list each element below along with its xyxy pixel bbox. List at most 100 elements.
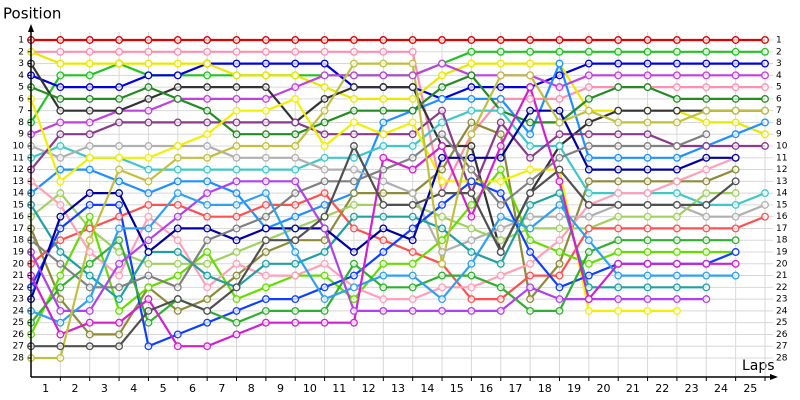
y-tick-label-right: 10 [776, 142, 788, 152]
point [144, 283, 153, 292]
x-tick-label: 25 [743, 382, 757, 395]
x-tick-label: 13 [391, 382, 405, 395]
series-line [30, 192, 766, 301]
y-tick-label: 3 [18, 59, 24, 69]
point [379, 71, 388, 80]
point [261, 142, 270, 150]
point [56, 153, 65, 162]
point [526, 306, 535, 315]
point [173, 142, 182, 150]
x-axis-arrow [770, 374, 778, 380]
y-tick-label-right: 24 [776, 306, 788, 316]
point [261, 71, 270, 80]
y-tick-label: 25 [13, 318, 24, 328]
point [85, 130, 94, 139]
point [115, 36, 124, 44]
point [320, 118, 329, 127]
point [115, 94, 124, 103]
point [643, 153, 652, 162]
y-tick-label-right: 4 [776, 71, 782, 81]
point [761, 142, 769, 150]
point [350, 306, 358, 315]
point [320, 200, 329, 209]
point [702, 165, 711, 174]
point [643, 165, 652, 174]
point [731, 118, 740, 127]
point [56, 200, 65, 209]
point [643, 259, 652, 268]
point [731, 36, 740, 44]
point [555, 200, 564, 209]
point [555, 259, 564, 268]
point [672, 236, 681, 245]
point [173, 271, 182, 280]
x-tick-label: 4 [130, 382, 137, 395]
point [731, 259, 740, 268]
point [173, 165, 182, 174]
point [85, 236, 94, 245]
point [203, 153, 212, 162]
point [526, 189, 535, 198]
point [408, 200, 417, 209]
point [320, 224, 329, 233]
y-tick-label-right: 6 [776, 94, 782, 104]
point [526, 236, 535, 245]
point [350, 59, 358, 68]
point [203, 271, 212, 280]
point [115, 83, 124, 92]
point [56, 318, 65, 327]
point [672, 153, 681, 162]
point [496, 224, 505, 233]
point [320, 248, 329, 256]
point [85, 36, 94, 44]
point [379, 200, 388, 209]
point [56, 212, 65, 221]
y-tick-label: 15 [13, 200, 24, 210]
point [379, 59, 388, 68]
point [232, 306, 241, 315]
point [320, 318, 329, 327]
y-tick-label: 26 [13, 330, 25, 340]
point [85, 212, 94, 221]
point [173, 47, 182, 56]
point [173, 177, 182, 186]
point [496, 306, 505, 315]
point [203, 212, 212, 221]
point [672, 283, 681, 292]
point [320, 153, 329, 162]
point [702, 47, 711, 56]
point [203, 189, 212, 198]
point [467, 153, 476, 162]
x-tick-label: 1 [42, 382, 49, 395]
point [584, 142, 593, 150]
point [643, 306, 652, 315]
point [261, 318, 270, 327]
y-tick-label-right: 17 [776, 224, 787, 234]
series-markers [27, 36, 769, 362]
point [173, 224, 182, 233]
point [85, 330, 94, 339]
point [232, 295, 241, 304]
point [438, 130, 446, 139]
point [555, 130, 564, 139]
point [761, 212, 769, 221]
point [261, 118, 270, 127]
point [56, 36, 65, 44]
point [291, 271, 300, 280]
point [261, 212, 270, 221]
point [643, 295, 652, 304]
y-tick-label-right: 14 [776, 189, 788, 199]
point [438, 118, 446, 127]
point [672, 36, 681, 44]
point [584, 94, 593, 103]
point [761, 59, 769, 68]
point [584, 236, 593, 245]
point [614, 271, 623, 280]
point [555, 142, 564, 150]
point [203, 342, 212, 351]
point [320, 71, 329, 80]
point [203, 318, 212, 327]
point [702, 212, 711, 221]
point [467, 47, 476, 56]
point [291, 130, 300, 139]
